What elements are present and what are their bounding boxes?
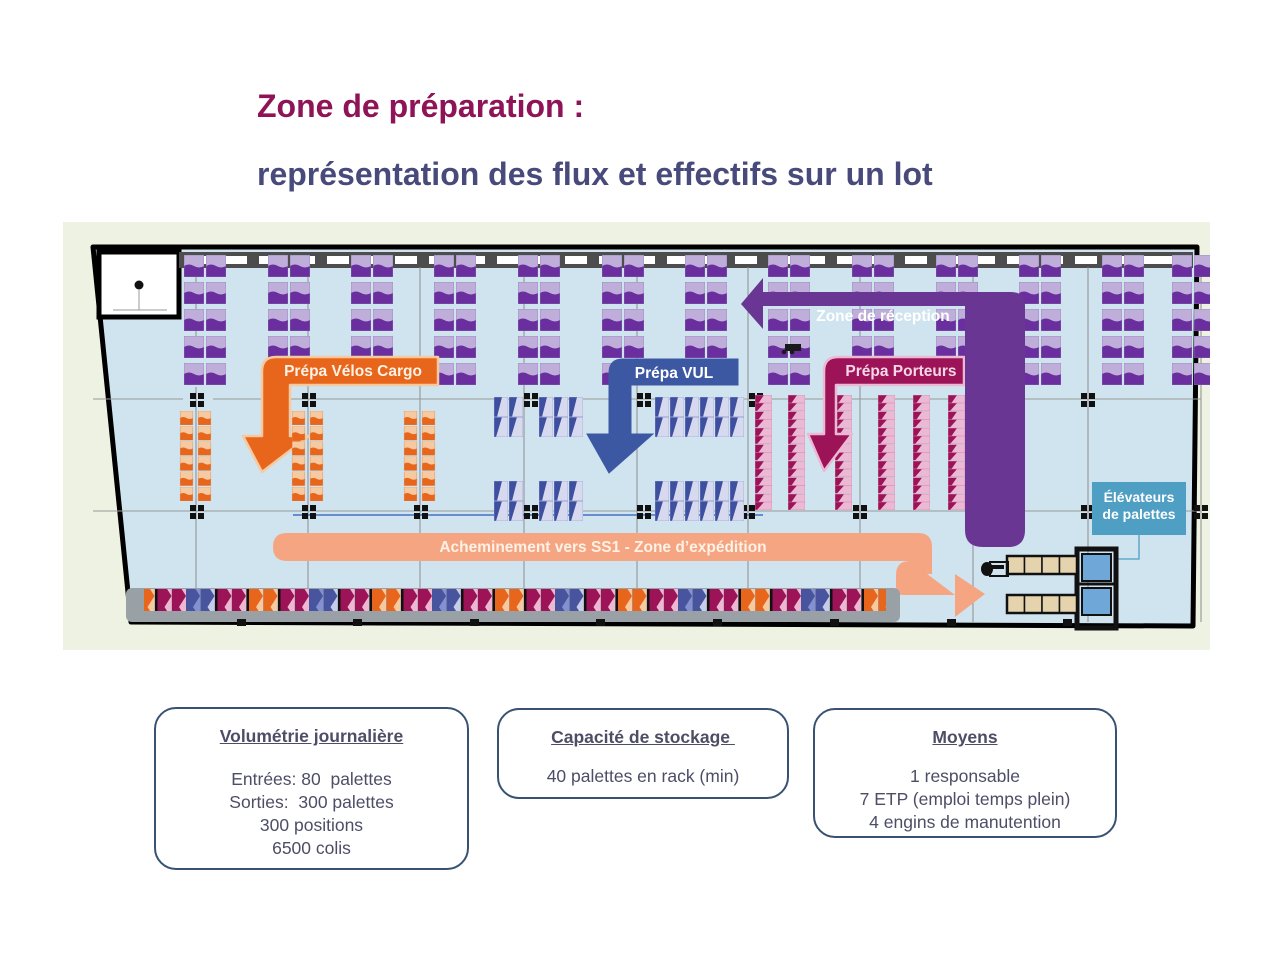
svg-text:Prépa Porteurs: Prépa Porteurs (845, 363, 956, 380)
svg-text:de palettes: de palettes (1102, 506, 1175, 522)
svg-text:Prépa VUL: Prépa VUL (635, 365, 713, 382)
svg-text:Acheminement vers SS1 - Zone d: Acheminement vers SS1 - Zone d’expéditio… (439, 539, 766, 556)
svg-text:Prépa Vélos Cargo: Prépa Vélos Cargo (284, 363, 422, 380)
svg-text:Zone de réception: Zone de réception (816, 308, 950, 325)
svg-text:Élévateurs: Élévateurs (1104, 489, 1175, 505)
